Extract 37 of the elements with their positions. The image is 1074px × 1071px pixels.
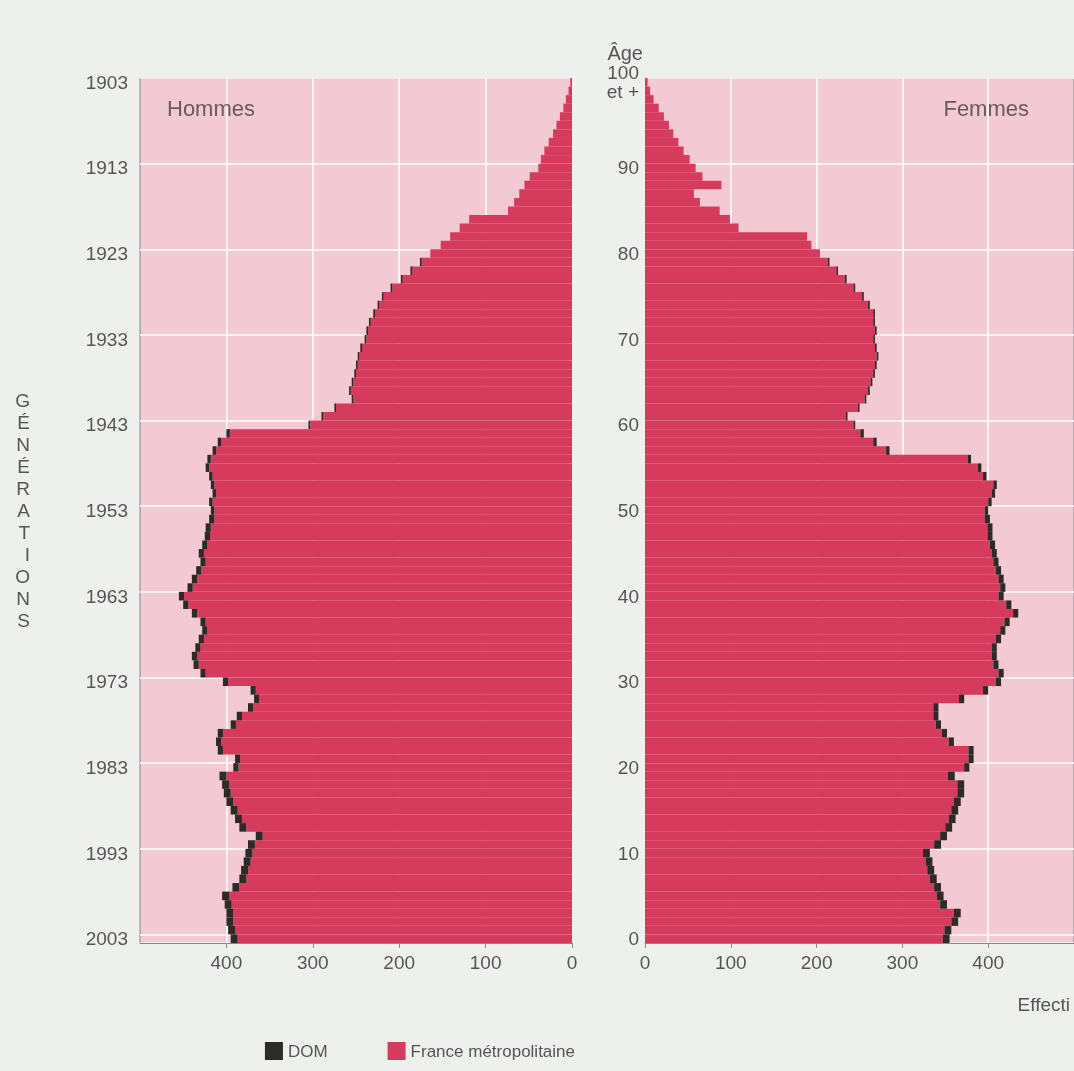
y-tick-label: 10 xyxy=(617,842,639,864)
x-tick-label: 300 xyxy=(296,952,329,973)
legend-label: France métropolitaine xyxy=(410,1041,576,1061)
y-tick-label: 1963 xyxy=(85,585,128,607)
x-tick-label: 400 xyxy=(972,952,1005,973)
y-tick-label: 0 xyxy=(628,928,639,950)
y-tick-label: 1943 xyxy=(85,414,128,436)
y-tick-label: 50 xyxy=(617,500,639,521)
x-tick-label: 300 xyxy=(886,952,919,973)
y-axis-title: Âge xyxy=(607,42,643,65)
x-tick-label: 400 xyxy=(210,952,243,973)
y-tick-label: 1993 xyxy=(85,842,128,864)
x-tick-label: 200 xyxy=(383,952,416,973)
y-tick-label: 1913 xyxy=(85,157,128,179)
x-tick-label: 100 xyxy=(714,952,747,973)
y-tick-label: 1923 xyxy=(85,243,128,265)
y-tick-label: 1903 xyxy=(85,71,128,93)
y-tick-label: 2003 xyxy=(85,928,128,950)
y-tick-label: 1973 xyxy=(85,671,128,693)
y-tick-label: 20 xyxy=(617,756,639,778)
y-tick-label: 60 xyxy=(617,414,639,436)
y-tick-label: 1983 xyxy=(85,756,128,778)
y-tick-label: 30 xyxy=(617,671,639,693)
text: Femmes xyxy=(943,95,1029,121)
x-axis-title: Effecti xyxy=(1017,994,1070,1015)
text: Hommes xyxy=(167,95,256,121)
text: GÉNÉRATIONS xyxy=(15,390,30,631)
x-tick-label: 100 xyxy=(469,952,502,973)
y-tick-label: 1953 xyxy=(85,500,128,521)
y-tick-label: 90 xyxy=(617,157,639,179)
x-tick-label: 200 xyxy=(800,952,833,973)
y-tick-label: 80 xyxy=(617,243,639,265)
y-tick-label: 70 xyxy=(617,328,639,350)
y-tick-label: 1933 xyxy=(85,328,128,350)
legend-label: DOM xyxy=(287,1041,328,1061)
x-tick-label: 0 xyxy=(566,952,578,973)
y-tick-label: 40 xyxy=(617,585,639,607)
